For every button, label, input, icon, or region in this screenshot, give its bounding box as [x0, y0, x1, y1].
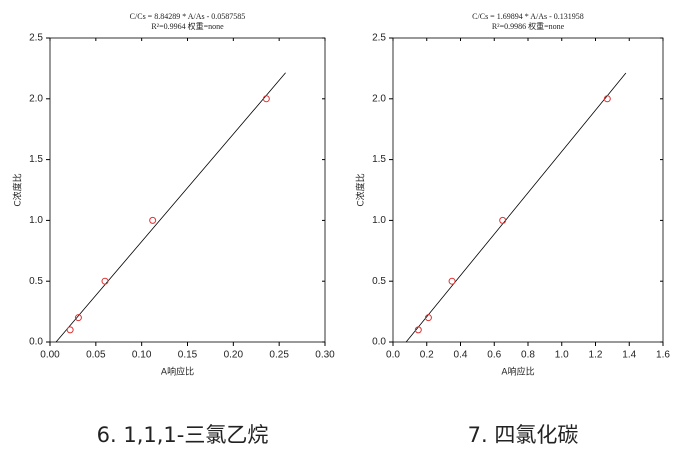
data-point — [149, 216, 157, 224]
x-tick-label: 0.2 — [420, 350, 434, 361]
x-tick-label: 0.00 — [40, 350, 60, 361]
x-tick-label: 0.15 — [178, 350, 198, 361]
y-axis-label: C浓度比 — [12, 173, 24, 206]
y-tick-label: 2.5 — [372, 33, 386, 44]
y-tick-label: 0.5 — [29, 276, 43, 287]
data-point — [499, 216, 507, 224]
x-tick-label: 0.25 — [269, 350, 289, 361]
x-tick-label: 0.6 — [487, 350, 501, 361]
x-tick-label: 0.30 — [315, 350, 335, 361]
data-point — [414, 326, 422, 334]
chart-subtitle: R²=0.9986 权重=none — [492, 21, 565, 31]
y-tick-label: 0.0 — [372, 337, 386, 348]
x-tick-label: 0.0 — [386, 350, 400, 361]
fit-line — [55, 72, 286, 343]
data-point — [448, 277, 456, 285]
x-tick-label: 0.4 — [454, 350, 468, 361]
x-tick-label: 1.4 — [622, 350, 636, 361]
y-tick-label: 1.5 — [29, 154, 43, 165]
data-point — [101, 277, 109, 285]
chart-title: C/Cs = 1.69894 * A/As - 0.131958 — [472, 12, 584, 21]
x-tick-label: 1.6 — [656, 350, 670, 361]
data-point — [262, 95, 270, 103]
x-axis-label: A响应比 — [161, 366, 194, 378]
y-axis-label: C浓度比 — [355, 173, 367, 206]
x-tick-label: 0.10 — [132, 350, 152, 361]
data-point — [603, 95, 611, 103]
y-tick-label: 1.0 — [29, 215, 43, 226]
y-tick-label: 0.5 — [372, 276, 386, 287]
y-tick-label: 2.0 — [372, 93, 386, 104]
fit-line — [405, 72, 627, 343]
x-tick-label: 1.2 — [589, 350, 603, 361]
chart-title: C/Cs = 8.84289 * A/As - 0.0587585 — [130, 12, 246, 21]
y-tick-label: 1.0 — [372, 215, 386, 226]
x-tick-label: 0.20 — [224, 350, 244, 361]
x-axis-label: A响应比 — [501, 366, 534, 378]
y-tick-label: 0.0 — [29, 337, 43, 348]
caption: 7. 四氯化碳 — [468, 423, 579, 447]
x-tick-label: 1.0 — [555, 350, 569, 361]
data-point — [66, 326, 74, 334]
plot-frame — [392, 37, 664, 343]
x-tick-label: 0.05 — [86, 350, 106, 361]
y-tick-label: 2.0 — [29, 93, 43, 104]
data-point — [424, 314, 432, 322]
plot-frame — [49, 37, 326, 343]
data-point — [74, 314, 82, 322]
chart-subtitle: R²=0.9964 权重=none — [151, 21, 224, 31]
y-tick-label: 2.5 — [29, 33, 43, 44]
caption: 6. 1,1,1-三氯乙烷 — [97, 423, 269, 447]
x-tick-label: 0.8 — [521, 350, 535, 361]
y-tick-label: 1.5 — [372, 154, 386, 165]
